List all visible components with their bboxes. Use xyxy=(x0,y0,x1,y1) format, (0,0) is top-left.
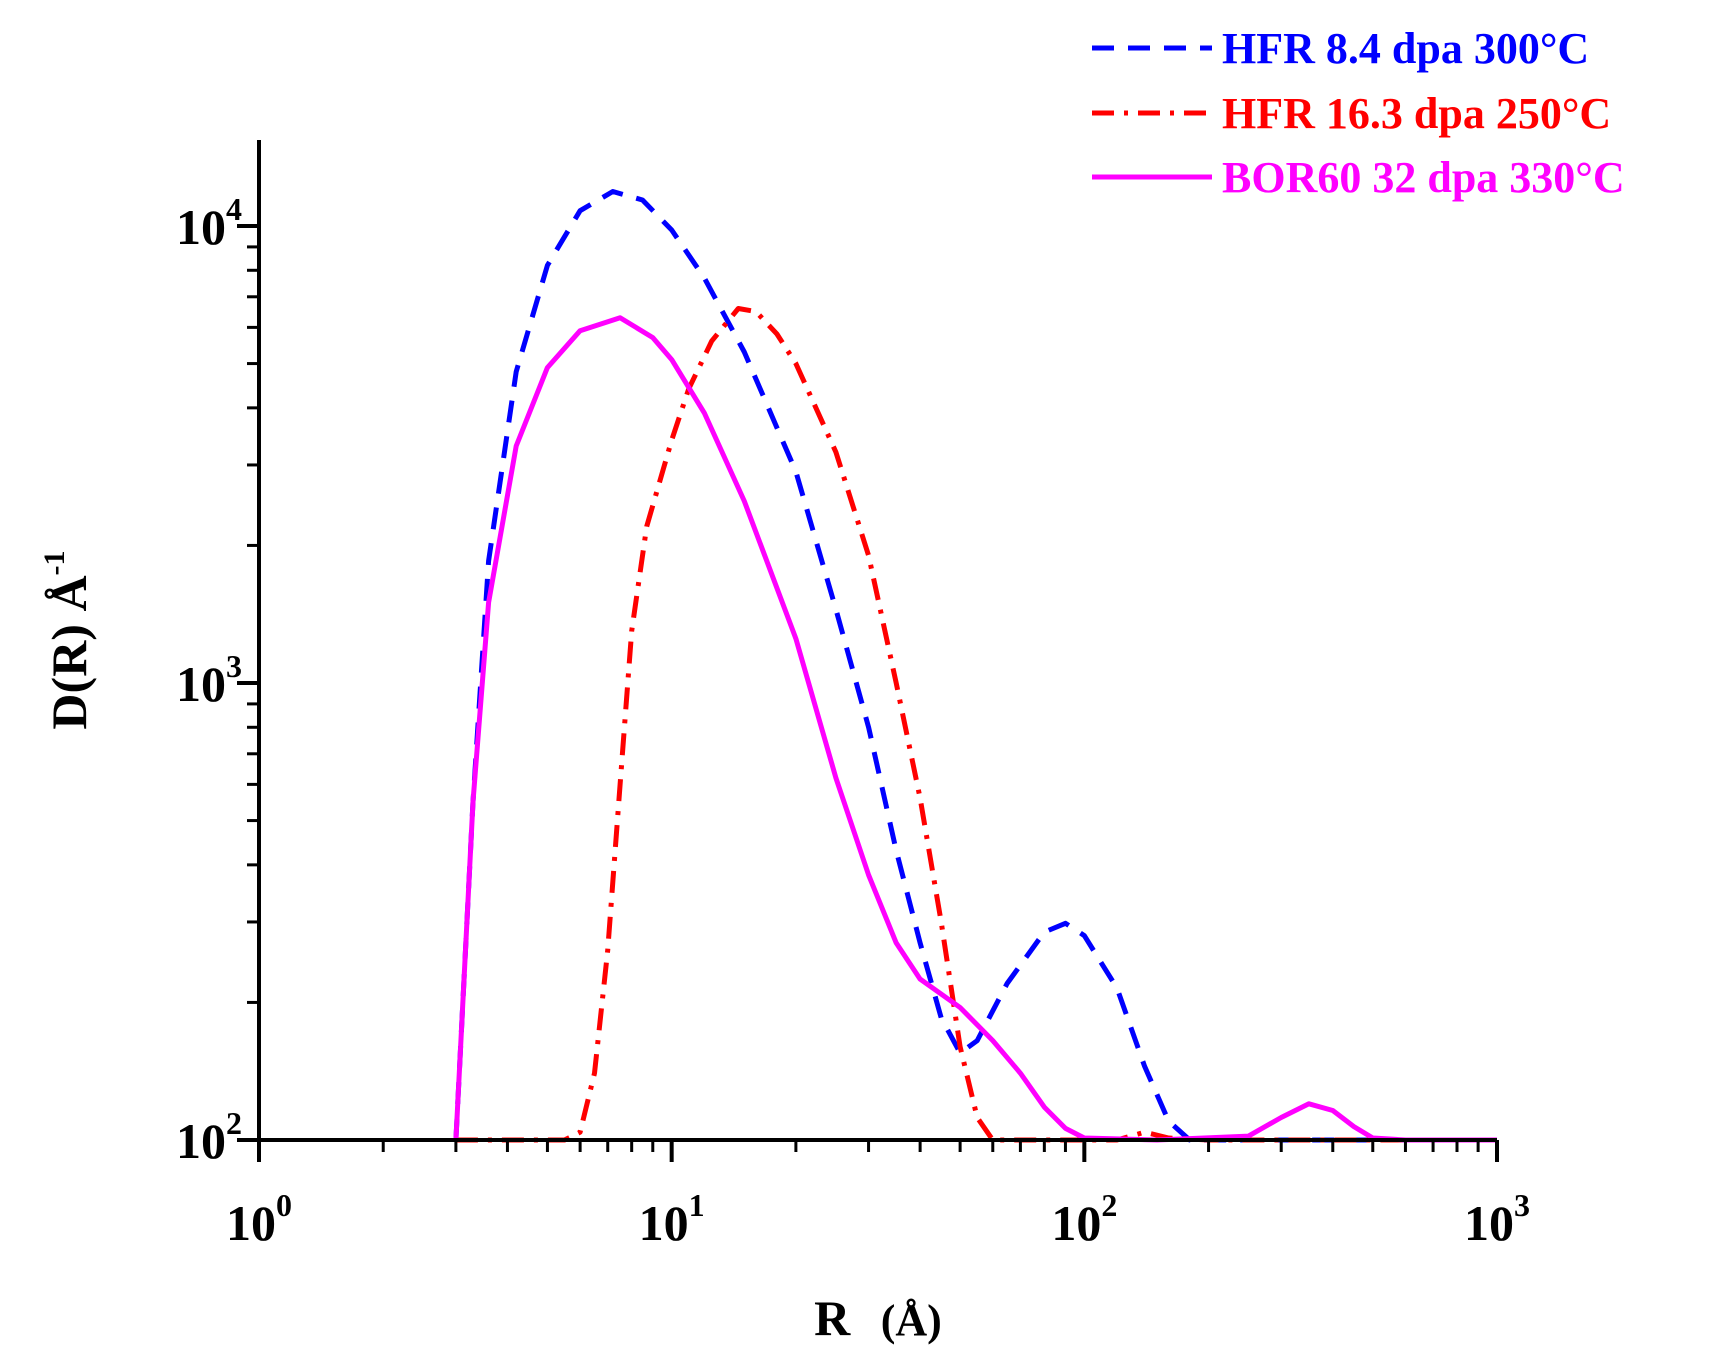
legend-label-2: HFR 16.3 dpa 250°C xyxy=(1222,89,1611,138)
axes xyxy=(257,140,1497,1142)
x-axis-label: R (Å) xyxy=(814,1290,942,1346)
x-tick-label: 100 xyxy=(226,1187,292,1251)
series-line-3 xyxy=(453,315,1497,1143)
y-axis-label-text: D(R) Å xyxy=(41,575,97,729)
legend-label-3: BOR60 32 dpa 330°C xyxy=(1222,153,1625,202)
series-line-2 xyxy=(455,306,1497,1143)
y-axis-label-exponent: -1 xyxy=(38,550,71,575)
series-line-1 xyxy=(453,189,1497,1143)
y-tick-label: 103 xyxy=(176,648,242,712)
x-axis-label-unit: (Å) xyxy=(881,1296,942,1345)
plot-lines xyxy=(453,189,1497,1143)
legend: HFR 8.4 dpa 300°C HFR 16.3 dpa 250°C BOR60… xyxy=(1092,24,1625,202)
y-axis-label: D(R) Å-1 xyxy=(38,550,97,729)
x-tick-label: 102 xyxy=(1051,1187,1117,1251)
legend-label-1: HFR 8.4 dpa 300°C xyxy=(1222,24,1589,73)
tick-labels: 100 101 102 103 102 103 104 xyxy=(176,191,1530,1251)
y-tick-label: 102 xyxy=(176,1105,242,1169)
x-tick-label: 101 xyxy=(639,1187,705,1251)
x-axis-label-var: R xyxy=(814,1290,851,1346)
ticks xyxy=(237,224,1499,1162)
y-tick-label: 104 xyxy=(176,191,242,255)
x-tick-label: 103 xyxy=(1464,1187,1530,1251)
